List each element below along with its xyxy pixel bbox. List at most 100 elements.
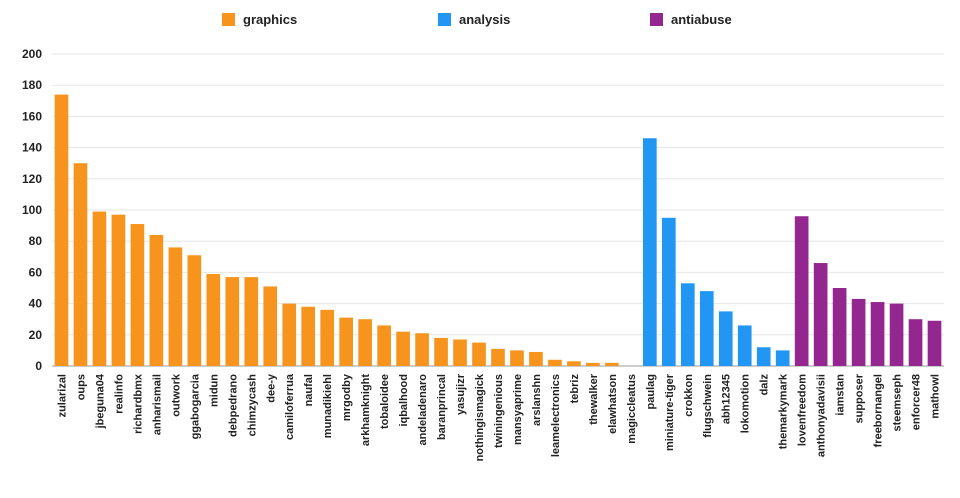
bar-richardbmx (130, 224, 145, 366)
y-tick-label: 180 (22, 78, 42, 92)
y-axis: 0 20 40 60 80 100 120 140 160 180 200 (22, 47, 42, 373)
x-tick-label: thewalker (588, 373, 600, 424)
legend-label-antiabuse: antiabuse (671, 12, 732, 27)
y-tick-label: 60 (29, 265, 43, 279)
bar-mathowl (927, 320, 942, 366)
x-tick-label: abh12345 (721, 374, 733, 424)
bar-freebornangel (870, 302, 885, 366)
x-tick-label: tebriz (569, 374, 581, 404)
x-tick-label: midun (208, 374, 220, 407)
y-tick-label: 120 (22, 172, 42, 186)
x-tick-label: dalz (759, 374, 771, 396)
bar-munadikiehl (320, 309, 335, 366)
y-tick-label: 20 (29, 328, 43, 342)
bar-zularizal (54, 94, 69, 366)
x-tick-label: outwork (170, 373, 182, 417)
bar-ggabogarcia (187, 255, 202, 366)
x-tick-label: mansyaprime (512, 374, 524, 445)
bar-flugschwein (699, 291, 714, 366)
x-tick-label: arslanshn (531, 374, 543, 426)
x-tick-label: mrgodby (341, 373, 353, 421)
x-tick-label: yasujizr (455, 373, 467, 415)
x-tick-label: arkhamknight (360, 374, 372, 446)
legend-item-analysis: analysis (438, 12, 510, 27)
bar-supposer (851, 298, 866, 366)
x-tick-label: oups (75, 374, 87, 400)
y-tick-label: 160 (22, 109, 42, 123)
x-tick-label: richardbmx (132, 373, 144, 434)
bar-jbeguna04 (92, 211, 107, 366)
bar-dee-y (263, 286, 278, 366)
bar-tebriz (567, 361, 581, 366)
y-tick-label: 40 (29, 297, 43, 311)
legend-item-antiabuse: antiabuse (650, 12, 732, 27)
bar-twiningenious (491, 348, 505, 366)
bar-nothingismagick (472, 342, 486, 366)
x-tick-label: magiccleatus (626, 374, 638, 444)
bar-anharismail (149, 234, 164, 366)
x-tick-label: realinfo (113, 374, 125, 414)
x-tick-label: anharismail (151, 374, 163, 435)
x-tick-label: lovenfreedom (797, 374, 809, 446)
bar-iqbalhood (396, 331, 410, 366)
x-tick-label: munadikiehl (322, 374, 334, 438)
legend-swatch-analysis (438, 13, 451, 26)
bar-miniature-tiger (661, 217, 676, 366)
legend-item-graphics: graphics (222, 12, 297, 27)
bar-mansyaprime (510, 350, 524, 366)
bar-tobaloidee (377, 325, 391, 366)
x-tick-label: anthonyadavisii (816, 374, 828, 457)
bar-elawhatson (605, 362, 619, 366)
x-tick-label: debpedrano (227, 374, 239, 437)
x-tick-label: andeladenaro (417, 374, 429, 446)
x-tick-label: chimzycash (246, 374, 258, 437)
legend-swatch-graphics (222, 13, 235, 26)
bar-midun (206, 273, 221, 366)
bar-thewalker (586, 362, 600, 366)
legend-label-analysis: analysis (459, 12, 511, 27)
bar-outwork (168, 247, 183, 366)
bar-mrgodby (339, 317, 354, 366)
gridlines (52, 53, 944, 367)
bar-arslanshn (529, 351, 543, 366)
x-tick-label: crokkon (683, 374, 695, 417)
y-tick-label: 0 (35, 359, 42, 373)
x-tick-label: jbeguna04 (94, 373, 106, 429)
y-tick-label: 100 (22, 203, 42, 217)
bar-abh12345 (718, 311, 733, 366)
bar-baranprincal (434, 337, 448, 366)
legend-swatch-antiabuse (650, 13, 663, 26)
x-tick-label: flugschwein (702, 374, 714, 438)
x-tick-label: iamstan (835, 374, 847, 416)
x-tick-label: lokomotion (740, 374, 752, 434)
bar-themarkymark (775, 350, 790, 366)
x-tick-label: zularizal (56, 374, 68, 417)
bar-realinfo (111, 214, 126, 366)
x-tick-label: elawhatson (607, 374, 619, 434)
bar-yasujizr (453, 339, 467, 366)
y-tick-label: 80 (29, 234, 43, 248)
x-tick-label: dee-y (265, 373, 277, 403)
x-tick-label: iqbalhood (398, 374, 410, 427)
bar-arkhamknight (358, 319, 372, 366)
bar-anthonyadavisii (813, 263, 828, 366)
x-tick-label: naufal (303, 374, 315, 406)
x-tick-label: nothingismagick (474, 373, 486, 461)
bar-steemseph (889, 303, 904, 366)
bar-lovenfreedom (794, 216, 809, 366)
x-tick-label: paulag (645, 374, 657, 409)
x-tick-label: twiningenious (493, 374, 505, 448)
bar-crokkon (680, 283, 695, 366)
x-axis: zularizal oups jbeguna04 realinfo richardbmx… (56, 373, 941, 461)
bar-lokomotion (737, 325, 752, 366)
x-tick-label: freebornangel (873, 374, 885, 447)
bar-leamelectronics (548, 359, 562, 366)
bar-iamstan (832, 288, 847, 366)
bar-chimzycash (244, 277, 259, 366)
x-tick-label: enforcer48 (911, 374, 923, 430)
x-tick-label: tobaloidee (379, 374, 391, 429)
bars (54, 94, 942, 366)
x-tick-label: steemseph (892, 374, 904, 432)
x-tick-label: baranprincal (436, 374, 448, 440)
y-tick-label: 200 (22, 47, 42, 61)
